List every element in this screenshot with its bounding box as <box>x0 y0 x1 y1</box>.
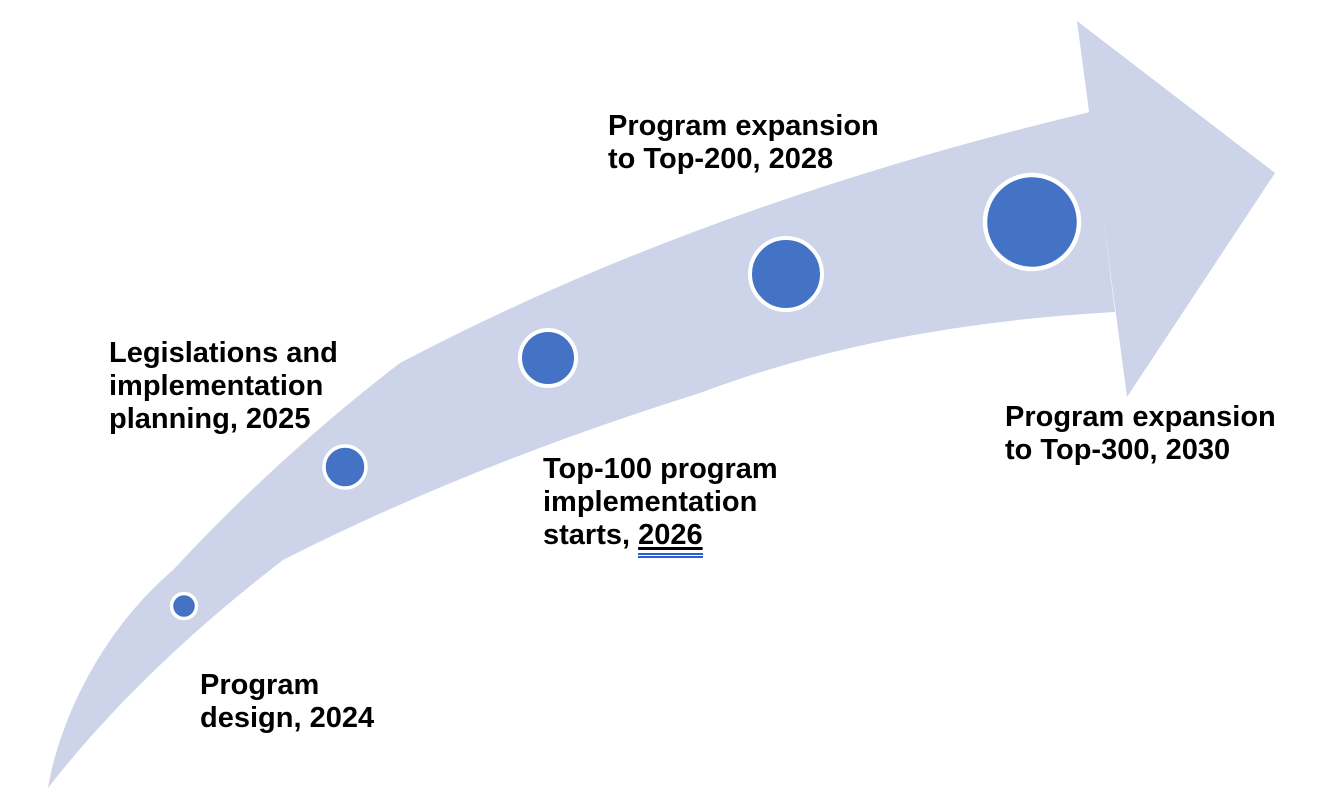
milestone-dot-2025 <box>322 444 368 490</box>
arrow-head-shape <box>1077 21 1275 397</box>
label-line: Program expansion <box>1005 401 1276 433</box>
milestone-label-2024: Program design, 2024 <box>200 669 374 735</box>
underlined-year-2026: 2026 <box>638 519 703 558</box>
milestone-label-2025: Legislations and implementation planning… <box>109 337 338 436</box>
label-line: to Top-200, 2028 <box>608 143 834 175</box>
label-line-prefix: starts, <box>543 519 639 551</box>
milestone-dot-2024 <box>169 591 199 621</box>
label-line: Top-100 program <box>543 453 778 485</box>
label-line: implementation <box>543 486 758 518</box>
milestone-dot-2030 <box>982 172 1082 272</box>
label-line: Program <box>200 669 320 701</box>
milestone-label-2028: Program expansion to Top-200, 2028 <box>608 110 879 176</box>
label-line: Program expansion <box>608 110 879 142</box>
label-line: planning, 2025 <box>109 403 311 435</box>
milestone-dot-2026 <box>518 328 578 388</box>
milestone-dot-2028 <box>748 236 824 312</box>
label-line: starts, 2026 <box>543 519 778 558</box>
milestone-label-2026: Top-100 program implementation starts, 2… <box>543 453 778 558</box>
label-line: design, 2024 <box>200 702 375 734</box>
arrow-body-shape <box>48 112 1115 788</box>
label-line: Legislations and <box>109 337 338 369</box>
label-line: to Top-300, 2030 <box>1005 434 1231 466</box>
milestone-label-2030: Program expansion to Top-300, 2030 <box>1005 401 1276 467</box>
label-line: implementation <box>109 370 324 402</box>
